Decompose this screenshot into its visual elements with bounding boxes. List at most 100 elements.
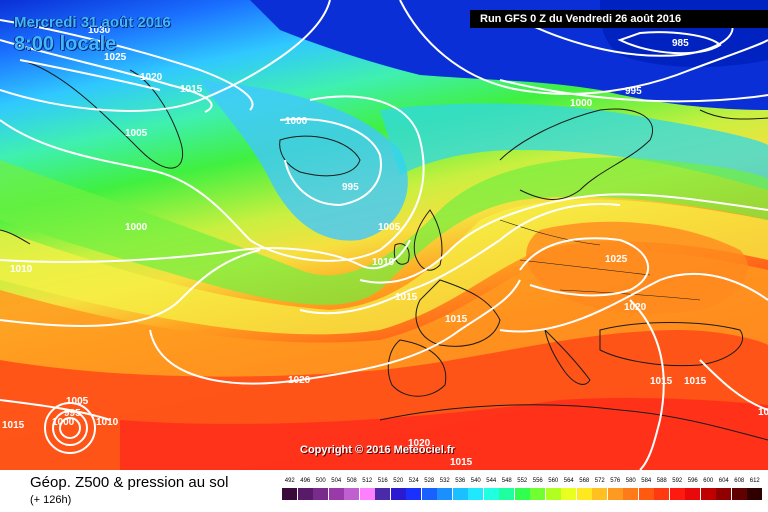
isobar-label: 1000: [285, 116, 308, 127]
scale-label: 512: [362, 478, 373, 484]
scale-swatch: [685, 488, 700, 500]
scale-swatch: [297, 488, 313, 500]
scale-cell: 520: [390, 478, 407, 500]
scale-swatch: [654, 488, 669, 500]
scale-swatch: [344, 488, 359, 500]
field-title: Géop. Z500 & pression au sol: [30, 474, 229, 491]
scale-label: 508: [346, 478, 357, 484]
isobar-1025-high: [519, 237, 650, 297]
scale-cell: 596: [685, 478, 701, 500]
scale-label: 528: [424, 478, 435, 484]
isobar-label: 1015: [758, 407, 768, 418]
scale-swatch: [545, 488, 561, 500]
isobar-label: 1015: [450, 457, 473, 468]
scale-swatch: [514, 488, 530, 500]
scale-cell: 564: [561, 478, 577, 500]
france-coast: [415, 279, 501, 347]
scale-swatch: [499, 488, 514, 500]
isobar-label: 1000: [52, 417, 75, 428]
canada-coast: [0, 229, 31, 245]
isobar-1010-west: [0, 239, 411, 270]
run-info-banner: Run GFS 0 Z du Vendredi 26 août 2016: [470, 10, 768, 28]
cyan-band: [380, 103, 768, 190]
scale-label: 556: [532, 478, 543, 484]
scale-cell: 580: [623, 478, 639, 500]
country-borders: [499, 219, 701, 301]
scale-label: 540: [470, 478, 481, 484]
scale-label: 580: [625, 478, 636, 484]
scale-label: 584: [641, 478, 652, 484]
scale-swatch: [282, 488, 297, 500]
scale-cell: 600: [700, 478, 717, 500]
scandinavia-coast: [499, 108, 653, 200]
scale-label: 564: [563, 478, 574, 484]
isobar-label: 1010: [10, 264, 33, 275]
isobar-label: 1005: [66, 396, 89, 407]
isobar-label: 1000: [125, 222, 148, 233]
isobar-1015-central: [299, 203, 621, 315]
scale-label: 608: [734, 478, 745, 484]
scale-label: 496: [300, 478, 311, 484]
scale-label: 532: [439, 478, 450, 484]
scale-label: 588: [656, 478, 667, 484]
italy-coast: [544, 328, 591, 385]
isobar-label: 1015: [684, 376, 707, 387]
scale-swatch: [452, 488, 468, 500]
isobar-label: 1015: [650, 376, 673, 387]
legend-footer: Géop. Z500 & pression au sol (+ 126h) 49…: [0, 470, 768, 512]
isobar-1020-south: [149, 279, 521, 385]
scale-cell: 500: [313, 478, 329, 500]
isobar-label: 1015: [180, 84, 203, 95]
copyright-text: Copyright © 2016 Meteociel.fr: [300, 444, 455, 456]
isobar-label: 1020: [140, 72, 163, 83]
north-africa-coast: [379, 404, 768, 441]
isobar-label: 1000: [570, 98, 593, 109]
scale-swatch: [483, 488, 499, 500]
isobar-label: 1015: [395, 292, 418, 303]
isobar-ring-1: [59, 417, 81, 439]
scale-swatch: [623, 488, 638, 500]
isobar-1005-north: [0, 0, 331, 112]
isobar-label: 1030: [88, 25, 111, 36]
isobar-1010-central: [359, 193, 768, 284]
scale-swatch: [700, 488, 716, 500]
scale-swatch: [390, 488, 406, 500]
red-zone-core: [120, 397, 768, 470]
isobar-label: 1020: [624, 302, 647, 313]
scale-swatch: [406, 488, 421, 500]
scale-swatch: [328, 488, 344, 500]
scale-cell: 568: [576, 478, 593, 500]
isobar-label: 1020: [408, 438, 431, 449]
scale-cell: 604: [716, 478, 732, 500]
isobar-985-low: [617, 31, 722, 55]
balkans-coast: [599, 322, 743, 367]
scale-swatch: [731, 488, 747, 500]
scale-cell: 528: [421, 478, 438, 500]
scale-cell: 496: [297, 478, 314, 500]
scale-label: 576: [610, 478, 621, 484]
russia-coast: [699, 109, 768, 120]
scale-label: 612: [749, 478, 760, 484]
isobar-label: 995: [625, 86, 642, 97]
isobar-1020-east: [499, 272, 768, 333]
weather-map: 1030 1025 1020 1015 1005 1000 985 995 10…: [0, 0, 768, 470]
map-canvas: 1030 1025 1020 1015 1005 1000 985 995 10…: [0, 0, 768, 470]
scale-cell: 504: [328, 478, 345, 500]
scale-label: 492: [284, 478, 295, 484]
scale-cell: 612: [747, 478, 763, 500]
scale-cell: 592: [669, 478, 686, 500]
isobars: [0, 0, 768, 470]
greenland-coast: [19, 59, 184, 169]
isobar-1025: [0, 39, 213, 113]
isobar-1000-west: [0, 95, 425, 262]
scale-cell: 560: [545, 478, 562, 500]
scale-swatch: [576, 488, 592, 500]
scale-swatch: [716, 488, 731, 500]
lead-time: (+ 126h): [30, 494, 72, 506]
isobar-1000-north: [399, 0, 768, 95]
isobar-1020-north: [19, 59, 161, 91]
isobar-label: 1020: [288, 375, 311, 386]
color-scale: 492 496 500 504 508 512 516 520 524 528 532 536 540 5…: [282, 478, 763, 500]
scale-swatch: [592, 488, 607, 500]
iceland-coast: [279, 135, 361, 177]
